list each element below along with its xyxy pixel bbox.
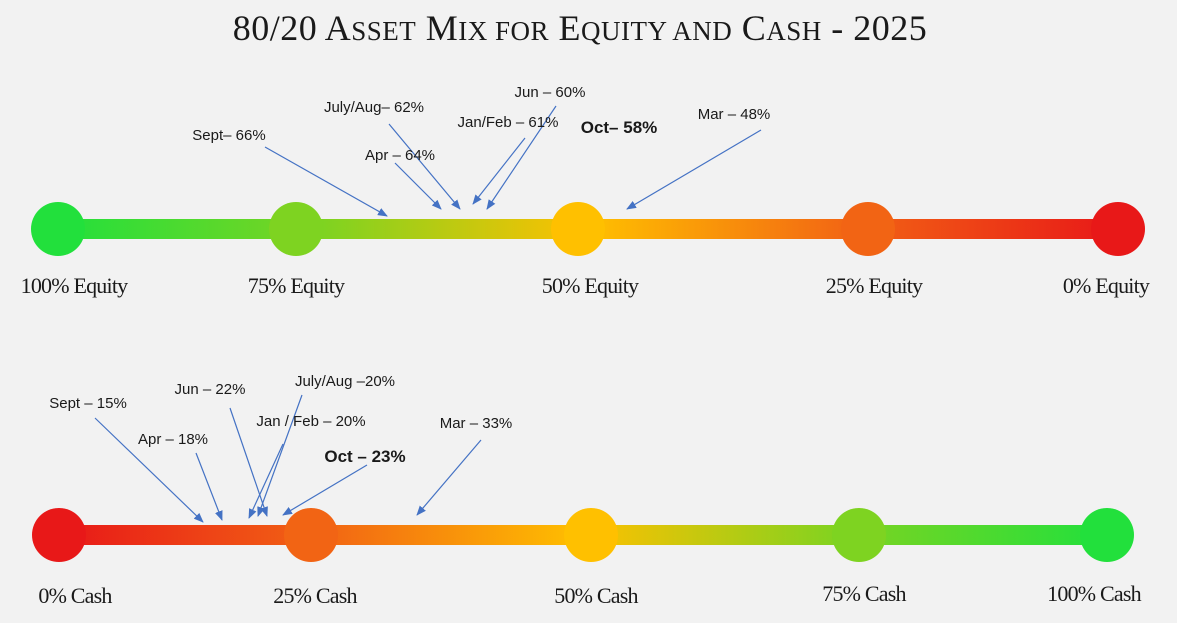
- cash-annotation-july-aug: July/Aug –20%: [295, 373, 395, 390]
- cash-annotation-mar: Mar – 33%: [440, 415, 513, 432]
- cash-scale: 0% Cash 25% Cash 50% Cash 75% Cash 100% …: [32, 373, 1142, 608]
- cash-annotation-oct: Oct – 23%: [324, 447, 405, 466]
- cash-scale-label-75: 75% Cash: [822, 581, 906, 606]
- cash-node-25: [284, 508, 338, 562]
- equity-annotation-oct: Oct– 58%: [581, 118, 658, 137]
- cash-annotation-jun: Jun – 22%: [175, 381, 246, 398]
- equity-node-100: [31, 202, 85, 256]
- cash-node-0: [32, 508, 86, 562]
- cash-annotation-jan-feb: Jan / Feb – 20%: [256, 413, 365, 430]
- equity-arrow-jun: [486, 105, 557, 210]
- cash-arrow-sept: [94, 417, 204, 523]
- equity-scale-label-0: 0% Equity: [1063, 273, 1150, 298]
- equity-node-75: [269, 202, 323, 256]
- cash-scale-label-50: 50% Cash: [554, 583, 638, 608]
- cash-node-50: [564, 508, 618, 562]
- cash-arrow-jan-feb: [248, 443, 284, 519]
- page-title: 80/20 ASSET MIX FOR EQUITY AND CASH - 20…: [233, 8, 928, 48]
- equity-arrow-jan-feb: [472, 137, 526, 205]
- cash-node-75: [832, 508, 886, 562]
- equity-node-25: [841, 202, 895, 256]
- equity-annotation-jan-feb: Jan/Feb – 61%: [458, 114, 559, 131]
- equity-scale-label-75: 75% Equity: [248, 273, 345, 298]
- cash-scale-label-25: 25% Cash: [273, 583, 357, 608]
- cash-arrow-jun: [229, 407, 268, 517]
- equity-scale-label-100: 100% Equity: [21, 273, 128, 298]
- equity-arrow-apr: [394, 162, 442, 210]
- equity-annotation-mar: Mar – 48%: [698, 106, 771, 123]
- equity-annotation-july-aug: July/Aug– 62%: [324, 99, 424, 116]
- equity-scale: 100% Equity 75% Equity 50% Equity 25% Eq…: [21, 84, 1151, 298]
- cash-node-100: [1080, 508, 1134, 562]
- equity-annotation-apr: Apr – 64%: [365, 147, 435, 164]
- equity-arrow-mar: [626, 129, 762, 210]
- equity-arrow-july-aug: [388, 123, 461, 210]
- equity-arrow-sept: [264, 146, 388, 217]
- equity-annotation-sept: Sept– 66%: [192, 127, 265, 144]
- equity-annotation-jun: Jun – 60%: [515, 84, 586, 101]
- cash-scale-label-100: 100% Cash: [1047, 581, 1141, 606]
- cash-annotation-sept: Sept – 15%: [49, 395, 127, 412]
- cash-annotation-apr: Apr – 18%: [138, 431, 208, 448]
- cash-arrow-july-aug: [257, 394, 303, 517]
- cash-arrow-mar: [416, 439, 482, 516]
- cash-arrow-oct: [282, 464, 368, 516]
- equity-node-50: [551, 202, 605, 256]
- cash-scale-label-0: 0% Cash: [38, 583, 112, 608]
- equity-node-0: [1091, 202, 1145, 256]
- cash-arrow-apr: [195, 452, 223, 521]
- equity-scale-label-50: 50% Equity: [542, 273, 639, 298]
- equity-scale-label-25: 25% Equity: [826, 273, 923, 298]
